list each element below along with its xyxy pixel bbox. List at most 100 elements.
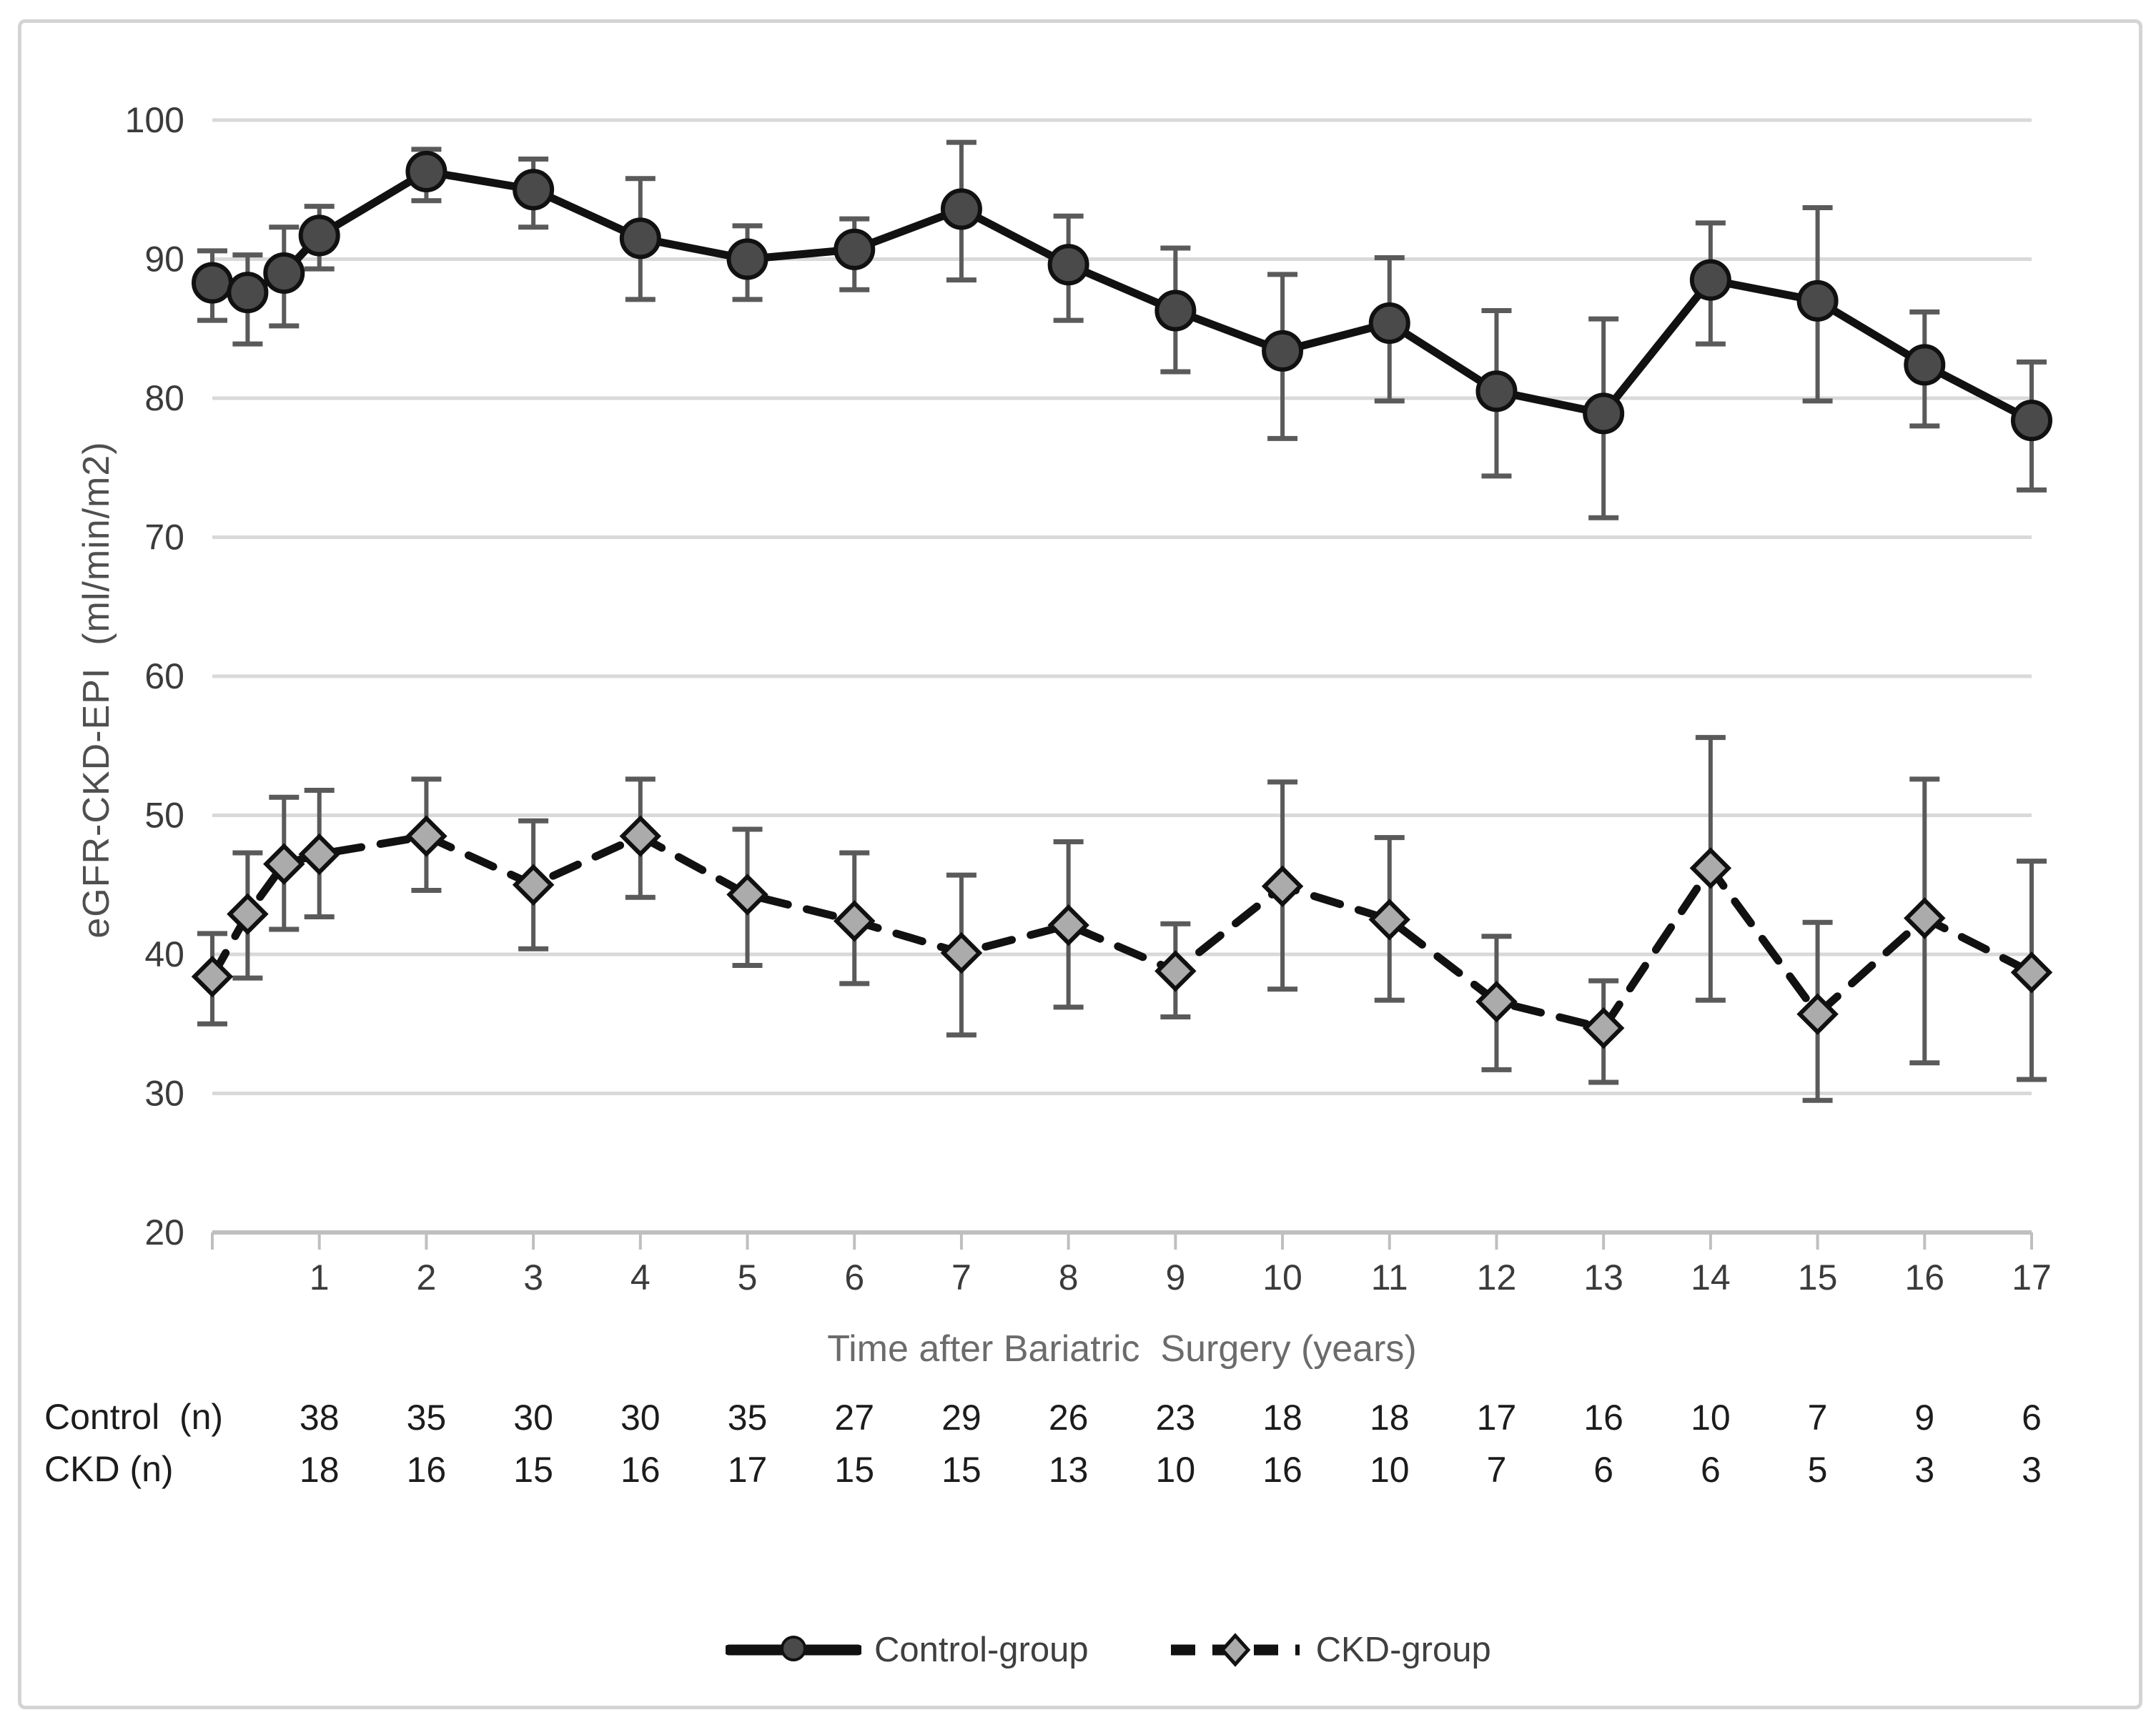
n-table-value: 15 <box>941 1450 981 1490</box>
n-table-value: 6 <box>1593 1450 1613 1490</box>
control-point <box>1154 290 1197 332</box>
ckd-point <box>1582 1007 1625 1049</box>
control-point <box>619 217 661 259</box>
n-table-value: 6 <box>2022 1398 2042 1438</box>
y-tick-label: 30 <box>144 1074 184 1114</box>
ckd-point <box>1154 950 1197 992</box>
n-table-value: 6 <box>1701 1450 1721 1490</box>
x-tick-label: 7 <box>951 1257 971 1297</box>
control-point <box>726 238 768 280</box>
control-group-line <box>208 167 2036 425</box>
n-table-value: 35 <box>728 1398 768 1438</box>
y-tick-label: 20 <box>144 1212 184 1252</box>
x-tick-label: 17 <box>2012 1257 2052 1297</box>
n-table-value: 3 <box>2022 1450 2042 1490</box>
y-tick-label: 80 <box>144 378 184 418</box>
n-table-value: 7 <box>1487 1450 1507 1490</box>
x-tick-label: 11 <box>1371 1257 1408 1297</box>
n-table-value: 30 <box>620 1398 661 1438</box>
n-table-value: 26 <box>1049 1398 1089 1438</box>
ckd-point <box>1261 865 1304 907</box>
control-point <box>940 188 982 230</box>
legend: Control-group CKD-group <box>726 1621 1491 1679</box>
control-point <box>1368 302 1410 344</box>
n-table-value: 16 <box>407 1450 447 1490</box>
x-tick-label: 2 <box>417 1257 437 1297</box>
n-table-value: 27 <box>834 1398 874 1438</box>
y-tick-label: 100 <box>125 100 184 140</box>
ckd-point <box>2010 951 2053 994</box>
y-tick-label: 70 <box>144 518 184 558</box>
n-table-value: 3 <box>1914 1450 1934 1490</box>
n-table-value: 10 <box>1370 1450 1410 1490</box>
x-tick-label: 6 <box>844 1257 864 1297</box>
ckd-point <box>726 874 768 916</box>
n-table-value: 30 <box>513 1398 553 1438</box>
ckd-point <box>619 815 662 857</box>
x-tick-label: 13 <box>1583 1257 1623 1297</box>
control-point <box>263 252 305 294</box>
ckd-point <box>191 955 234 998</box>
control-point <box>192 262 233 304</box>
control-point <box>2011 400 2052 442</box>
y-axis-title: eGFR-CKD-EPI (ml/min/m2) <box>76 441 117 939</box>
control-point <box>1689 259 1731 301</box>
n-table-value: 16 <box>620 1450 661 1490</box>
n-table-value: 29 <box>941 1398 981 1438</box>
control-point <box>834 228 876 270</box>
n-table-value: 7 <box>1808 1398 1828 1438</box>
ckd-point <box>405 815 447 857</box>
n-table-row-label-control: Control (n) <box>44 1397 224 1437</box>
control-point <box>1796 280 1839 322</box>
control-point <box>298 214 340 257</box>
x-axis-title: Time after Bariatric Surgery (years) <box>827 1328 1417 1370</box>
control-point <box>227 272 269 314</box>
ckd-point <box>940 931 983 974</box>
x-tick-label: 14 <box>1691 1257 1731 1297</box>
n-table-value: 18 <box>1370 1398 1410 1438</box>
ckd-point <box>1047 904 1089 946</box>
ckd-line-diamond-icon <box>1170 1633 1300 1667</box>
ckd-point <box>298 833 340 876</box>
x-tick-label: 5 <box>738 1257 758 1297</box>
ckd-point <box>227 893 269 935</box>
n-table-value: 18 <box>1262 1398 1302 1438</box>
control-point <box>513 169 555 211</box>
x-tick-label: 15 <box>1798 1257 1838 1297</box>
control-point <box>1475 370 1518 412</box>
n-table-value: 16 <box>1583 1398 1623 1438</box>
ckd-point <box>1475 980 1518 1023</box>
ckd-point <box>263 843 305 885</box>
legend-label-ckd: CKD-group <box>1315 1631 1491 1669</box>
legend-label-control: Control-group <box>874 1631 1089 1669</box>
n-table-value: 23 <box>1156 1398 1196 1438</box>
y-tick-label: 60 <box>144 656 184 696</box>
control-point <box>1262 330 1304 372</box>
x-tick-label: 10 <box>1262 1257 1302 1297</box>
ckd-point <box>1368 899 1411 941</box>
x-tick-label: 1 <box>310 1257 330 1297</box>
ckd-point <box>512 864 555 906</box>
control-point <box>405 150 447 192</box>
n-table-value: 15 <box>513 1450 553 1490</box>
n-table-value: 35 <box>407 1398 447 1438</box>
y-tick-label: 50 <box>144 796 184 836</box>
control-point <box>1583 392 1625 435</box>
legend-control-marker <box>781 1636 806 1661</box>
n-table-row-label-ckd: CKD (n) <box>44 1449 174 1489</box>
ckd-point <box>833 900 876 942</box>
n-table-value: 16 <box>1262 1450 1302 1490</box>
x-tick-label: 12 <box>1477 1257 1517 1297</box>
y-tick-label: 40 <box>144 934 184 974</box>
legend-item-control: Control-group <box>726 1627 1089 1673</box>
n-table-value: 5 <box>1808 1450 1828 1490</box>
n-table-value: 9 <box>1914 1398 1934 1438</box>
legend-ckd-marker <box>1220 1633 1250 1667</box>
ckd-point <box>1904 897 1946 939</box>
x-tick-label: 3 <box>523 1257 543 1297</box>
n-table-value: 38 <box>300 1398 340 1438</box>
x-tick-label: 4 <box>631 1257 651 1297</box>
x-tick-label: 9 <box>1165 1257 1185 1297</box>
